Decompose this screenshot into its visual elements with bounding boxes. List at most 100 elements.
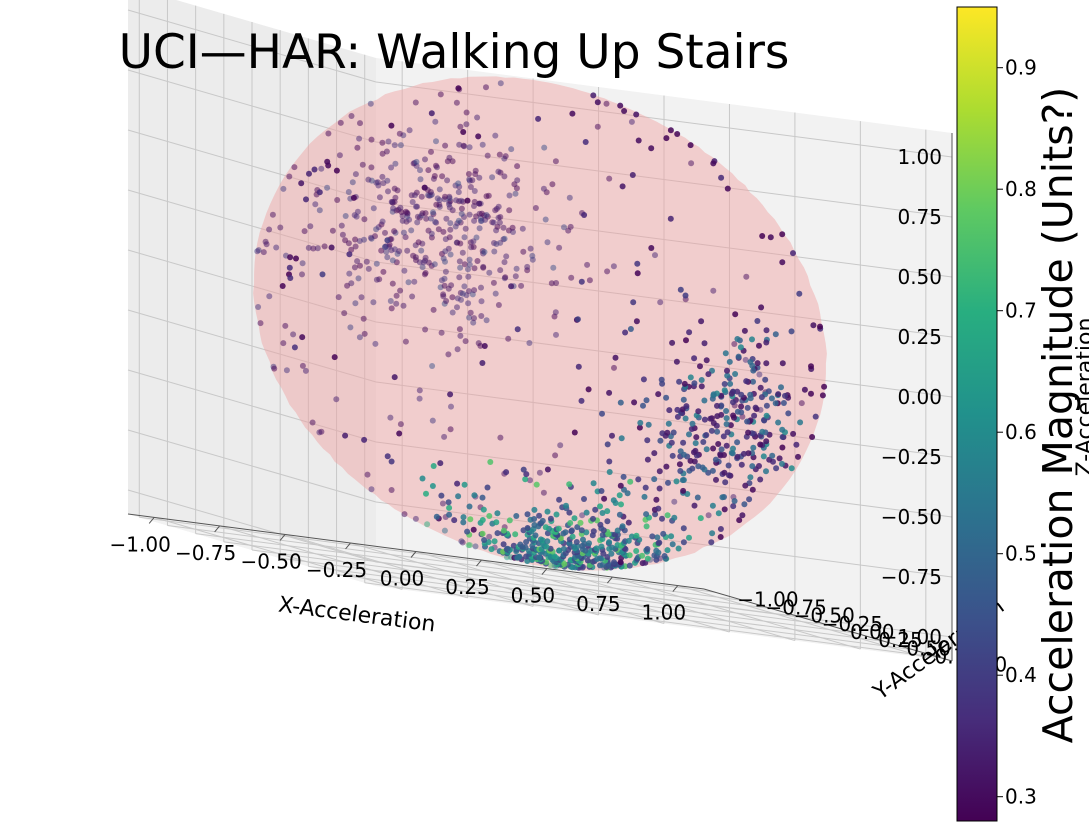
data-point bbox=[674, 406, 681, 413]
data-point bbox=[598, 488, 605, 494]
data-point bbox=[445, 351, 452, 358]
data-point bbox=[508, 283, 515, 290]
data-point bbox=[697, 363, 703, 370]
data-point bbox=[801, 386, 808, 393]
data-point bbox=[617, 102, 624, 109]
data-point bbox=[483, 317, 490, 324]
data-point bbox=[686, 534, 692, 541]
data-point bbox=[286, 264, 293, 271]
data-point bbox=[512, 273, 519, 280]
data-point bbox=[334, 197, 341, 203]
data-point bbox=[533, 481, 540, 488]
data-point bbox=[618, 501, 624, 508]
data-point bbox=[269, 211, 276, 218]
data-point bbox=[448, 282, 455, 289]
data-point bbox=[660, 530, 667, 537]
data-point bbox=[664, 429, 671, 436]
data-point bbox=[745, 429, 752, 436]
data-point bbox=[408, 227, 415, 234]
data-point bbox=[693, 434, 700, 441]
data-point bbox=[435, 226, 442, 233]
data-point bbox=[616, 492, 623, 499]
data-point bbox=[757, 384, 764, 391]
data-point bbox=[651, 450, 658, 457]
data-point bbox=[456, 141, 463, 148]
data-point bbox=[747, 474, 754, 481]
x-tick-label: 0.50 bbox=[511, 584, 556, 608]
data-point bbox=[312, 201, 319, 208]
data-point bbox=[405, 279, 412, 286]
data-point bbox=[479, 530, 486, 537]
data-point bbox=[529, 252, 536, 259]
data-point bbox=[707, 415, 714, 422]
data-point bbox=[664, 512, 671, 519]
data-point bbox=[665, 479, 671, 486]
data-point bbox=[542, 524, 549, 531]
data-point bbox=[510, 542, 517, 549]
data-point bbox=[749, 336, 755, 343]
data-point bbox=[604, 518, 611, 525]
data-point bbox=[518, 282, 525, 289]
z-tick-label: 0.50 bbox=[897, 265, 942, 289]
data-point bbox=[437, 460, 444, 467]
data-point bbox=[388, 164, 395, 171]
grid-line bbox=[375, 261, 953, 338]
colorbar-tick-label: 0.7 bbox=[1005, 299, 1037, 323]
data-point bbox=[812, 413, 819, 420]
data-point bbox=[388, 458, 395, 465]
data-point bbox=[722, 479, 729, 486]
data-point bbox=[626, 562, 633, 569]
data-point bbox=[779, 460, 785, 467]
data-point bbox=[598, 543, 605, 550]
data-point bbox=[717, 534, 724, 540]
data-point bbox=[597, 503, 603, 510]
data-point bbox=[464, 197, 471, 204]
data-point bbox=[413, 189, 420, 196]
data-point bbox=[732, 311, 739, 318]
data-point bbox=[512, 531, 519, 538]
data-point bbox=[409, 199, 416, 205]
data-point bbox=[466, 144, 473, 151]
data-point bbox=[412, 99, 419, 106]
data-point bbox=[703, 357, 710, 364]
data-point bbox=[715, 510, 722, 517]
data-point bbox=[346, 270, 353, 277]
data-point bbox=[486, 533, 493, 540]
data-point bbox=[257, 320, 264, 327]
data-point bbox=[383, 243, 390, 250]
data-point bbox=[342, 432, 349, 439]
data-point bbox=[356, 238, 363, 244]
data-point bbox=[393, 292, 400, 299]
data-point bbox=[659, 430, 666, 437]
data-point bbox=[739, 512, 746, 519]
data-point bbox=[384, 453, 391, 460]
data-point bbox=[604, 268, 611, 275]
data-point bbox=[743, 378, 750, 385]
data-point bbox=[481, 343, 488, 349]
y-axis-line bbox=[703, 588, 953, 662]
colorbar: 0.3 0.4 0.5 0.6 0.7 0.8 0.9 Acceleration Magni… bbox=[956, 6, 1082, 822]
data-point bbox=[604, 441, 611, 448]
data-point bbox=[763, 327, 770, 334]
data-point bbox=[314, 245, 321, 252]
data-point bbox=[477, 342, 484, 349]
data-point bbox=[429, 363, 436, 369]
data-point bbox=[775, 419, 782, 426]
data-point bbox=[305, 244, 312, 251]
data-point bbox=[695, 463, 702, 470]
data-point bbox=[311, 166, 318, 173]
data-point bbox=[656, 539, 663, 546]
x-tick-label: −0.25 bbox=[306, 558, 367, 582]
data-point bbox=[523, 471, 530, 478]
data-point bbox=[785, 410, 792, 417]
data-point bbox=[402, 234, 409, 241]
data-point bbox=[388, 122, 395, 129]
data-point bbox=[359, 161, 366, 168]
data-point bbox=[458, 210, 465, 217]
data-point bbox=[439, 173, 446, 180]
data-point bbox=[481, 249, 488, 255]
data-point bbox=[458, 296, 464, 303]
data-point bbox=[333, 167, 340, 174]
data-point bbox=[465, 273, 472, 280]
data-point bbox=[625, 537, 632, 544]
